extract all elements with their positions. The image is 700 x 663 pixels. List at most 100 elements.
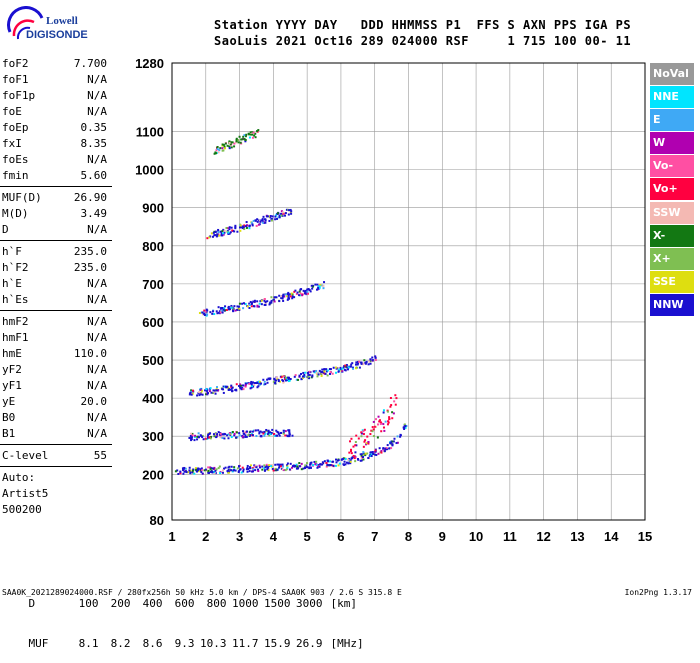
echo-point	[358, 366, 361, 369]
param-value: 7.700	[73, 57, 107, 70]
echo-point	[295, 463, 298, 466]
echo-point	[312, 464, 315, 467]
echo-point	[255, 435, 258, 438]
echo-point	[362, 455, 365, 458]
echo-point	[249, 464, 252, 467]
param-name: foEs	[2, 153, 29, 166]
echo-point	[336, 367, 339, 370]
echo-point	[318, 283, 321, 286]
echo-point	[215, 388, 218, 391]
echo-point	[222, 232, 225, 235]
echo-point	[255, 464, 258, 467]
echo-point	[248, 382, 251, 385]
echo-point	[216, 433, 219, 436]
echo-point	[369, 454, 372, 457]
echo-point	[234, 469, 237, 472]
echo-point	[253, 384, 256, 387]
echo-point	[370, 455, 373, 458]
echo-point	[307, 374, 310, 377]
param-row: h`E N/A	[0, 276, 112, 292]
echo-point	[252, 131, 255, 134]
echo-point	[314, 463, 317, 466]
echo-point	[345, 363, 348, 366]
legend-item: X+	[650, 247, 694, 270]
echo-point	[197, 467, 200, 470]
param-name: C-level	[2, 449, 49, 462]
echo-point	[343, 460, 346, 463]
echo-point	[396, 435, 399, 438]
echo-point	[270, 301, 273, 304]
echo-point	[212, 389, 215, 392]
param-name: D	[2, 223, 9, 236]
echo-point	[271, 467, 274, 470]
echo-point	[188, 436, 191, 439]
echo-point	[308, 289, 311, 292]
echo-point	[235, 388, 238, 391]
echo-point	[257, 429, 260, 432]
echo-point	[321, 463, 324, 466]
echo-point	[314, 283, 317, 286]
echo-point	[382, 409, 385, 412]
echo-point	[391, 443, 394, 446]
echo-point	[277, 216, 280, 219]
echo-point	[278, 300, 281, 303]
y-tick-label: 80	[150, 513, 164, 528]
echo-point	[240, 226, 243, 229]
echo-point	[179, 470, 182, 473]
echo-point	[306, 288, 309, 291]
param-separator	[0, 310, 112, 314]
echo-points	[174, 129, 408, 475]
echo-point	[345, 366, 348, 369]
echo-point	[230, 306, 233, 309]
muf-distance-value: 800	[206, 597, 227, 610]
echo-point	[282, 375, 285, 378]
echo-point	[280, 210, 283, 213]
echo-point	[388, 416, 391, 419]
echo-point	[230, 226, 233, 229]
echo-point	[221, 471, 224, 474]
echo-point	[315, 369, 318, 372]
echo-point	[216, 233, 219, 236]
echo-point	[279, 463, 282, 466]
echo-point	[300, 372, 303, 375]
echo-point	[258, 432, 261, 435]
echo-point	[284, 214, 287, 217]
y-tick-label: 200	[142, 467, 164, 482]
echo-point	[188, 469, 191, 472]
logo-line1: Lowell	[46, 15, 78, 27]
echo-point	[370, 451, 373, 454]
echo-point	[212, 310, 215, 313]
muf-frequency-value: 26.9	[296, 637, 323, 650]
echo-point	[195, 468, 198, 471]
echo-point	[250, 302, 253, 305]
echo-point	[256, 386, 259, 389]
echo-point	[290, 292, 293, 295]
echo-point	[371, 451, 374, 454]
lowell-digisonde-logo: Lowell DIGISONDE	[7, 6, 88, 41]
echo-point	[277, 432, 280, 435]
echo-point	[328, 368, 331, 371]
echo-point	[244, 382, 247, 385]
echo-point	[288, 431, 291, 434]
echo-point	[404, 425, 407, 428]
echo-point	[224, 433, 227, 436]
echo-point	[276, 463, 279, 466]
echo-point	[367, 363, 370, 366]
echo-point	[395, 442, 398, 445]
echo-point	[266, 381, 269, 384]
echo-point	[250, 301, 253, 304]
echo-point	[289, 208, 292, 211]
echo-point	[293, 296, 296, 299]
echo-point	[219, 471, 222, 474]
echo-point	[362, 445, 365, 448]
echo-point	[249, 131, 252, 134]
echo-point	[253, 300, 256, 303]
muf-frequency-value: 11.7	[232, 637, 259, 650]
echo-point	[227, 231, 230, 234]
echo-point	[222, 391, 225, 394]
echo-point	[369, 358, 372, 361]
echo-point	[190, 390, 193, 393]
echo-point	[368, 360, 371, 363]
echo-point	[250, 305, 253, 308]
echo-point	[288, 377, 291, 380]
